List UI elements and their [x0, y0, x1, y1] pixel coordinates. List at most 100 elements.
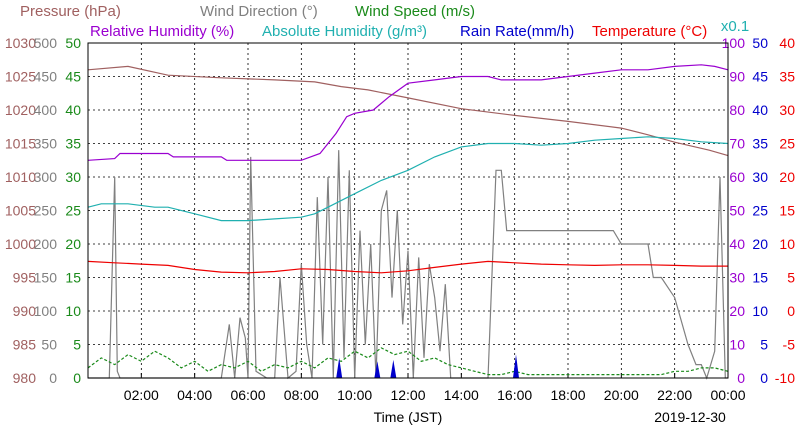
wind_speed-tick-label: 35: [65, 136, 81, 152]
pressure-tick-label: 1015: [5, 136, 36, 152]
left-axes: 9809859909951000100510101015102010251030…: [5, 35, 81, 386]
humidity-tick-label: 60: [729, 169, 745, 185]
wind_dir-tick-label: 150: [34, 270, 58, 286]
rain-tick-label: 35: [752, 136, 768, 152]
rain-bar: [336, 357, 343, 378]
humidity-tick-label: 80: [729, 102, 745, 118]
wind_dir-tick-label: 450: [34, 69, 58, 85]
legend: Pressure (hPa) Wind Direction (°) Wind Spe…: [20, 3, 749, 40]
humidity-tick-label: 30: [729, 270, 745, 286]
x-tick-label: 18:00: [550, 387, 585, 403]
wind_speed-tick-label: 15: [65, 270, 81, 286]
rain-tick-label: 10: [752, 303, 768, 319]
pressure-tick-label: 1005: [5, 203, 36, 219]
pressure-tick-label: 1010: [5, 169, 36, 185]
rain-bar: [513, 354, 519, 378]
rain-tick-label: 25: [752, 203, 768, 219]
pressure-tick-label: 1030: [5, 35, 36, 51]
wind_speed-tick-label: 5: [73, 337, 81, 353]
wind_speed-tick-label: 0: [73, 370, 81, 386]
wind_dir-tick-label: 500: [34, 35, 58, 51]
wind_dir-tick-label: 300: [34, 169, 58, 185]
wind_dir-tick-label: 0: [49, 370, 57, 386]
legend-row-bottom: Relative Humidity (%) Absolute Humidity (…: [90, 23, 707, 40]
series-layer: [87, 64, 729, 380]
wind_dir-tick-label: 250: [34, 203, 58, 219]
legend-item: Absolute Humidity (g/m³): [262, 23, 427, 40]
rain-tick-label: 15: [752, 270, 768, 286]
temperature-tick-label: 25: [779, 136, 795, 152]
pressure-tick-label: 990: [13, 303, 37, 319]
temperature-tick-label: 20: [779, 169, 795, 185]
humidity-tick-label: 0: [737, 370, 745, 386]
legend-item: Temperature (°C): [592, 23, 707, 40]
humidity-tick-label: 90: [729, 69, 745, 85]
wind_speed-tick-label: 30: [65, 169, 81, 185]
x-tick-label: 20:00: [604, 387, 639, 403]
plot-frame: [87, 42, 729, 379]
temperature-tick-label: 35: [779, 69, 795, 85]
temperature-tick-label: 5: [787, 270, 795, 286]
pressure-tick-label: 1000: [5, 236, 36, 252]
legend-item: Rain Rate(mm/h): [460, 23, 574, 40]
rain-tick-label: 40: [752, 102, 768, 118]
wind_dir-tick-label: 50: [41, 337, 57, 353]
x-tick-label: 22:00: [657, 387, 692, 403]
wind_dir-tick-label: 350: [34, 136, 58, 152]
temperature-tick-label: 10: [779, 236, 795, 252]
wind_speed-tick-label: 45: [65, 69, 81, 85]
rain-tick-label: 20: [752, 236, 768, 252]
rain-tick-label: 0: [760, 370, 768, 386]
wind_speed-tick-label: 10: [65, 303, 81, 319]
temperature-tick-label: -10: [775, 370, 795, 386]
x-tick-label: 06:00: [230, 387, 265, 403]
series-line: [87, 136, 729, 222]
x-tick-label: 12:00: [390, 387, 425, 403]
chart-date: 2019-12-30: [654, 409, 726, 425]
series-line: [87, 260, 728, 274]
temperature-tick-label: 40: [779, 35, 795, 51]
pressure-tick-label: 980: [13, 370, 37, 386]
wind_dir-tick-label: 400: [34, 102, 58, 118]
rain-tick-label: 45: [752, 69, 768, 85]
rain-tick-label: 30: [752, 169, 768, 185]
x-tick-label: 02:00: [124, 387, 159, 403]
legend-item: Wind Speed (m/s): [355, 3, 475, 20]
temperature-tick-label: 0: [787, 303, 795, 319]
legend-item: Pressure (hPa): [20, 3, 121, 20]
series-line: [87, 64, 729, 161]
wind_speed-tick-label: 40: [65, 102, 81, 118]
x-tick-label: 14:00: [444, 387, 479, 403]
legend-row-top: Pressure (hPa) Wind Direction (°) Wind Spe…: [20, 3, 475, 20]
grid: [88, 43, 728, 378]
temperature-tick-label: -5: [783, 337, 796, 353]
series-line: [87, 347, 729, 376]
wind_speed-tick-label: 20: [65, 236, 81, 252]
pressure-tick-label: 1020: [5, 102, 36, 118]
x-axis-label: Time (JST): [374, 409, 443, 425]
rain-bar: [374, 361, 381, 378]
x-tick-label: 08:00: [284, 387, 319, 403]
pressure-tick-label: 985: [13, 337, 37, 353]
humidity-tick-label: 50: [729, 203, 745, 219]
pressure-tick-label: 1025: [5, 69, 36, 85]
wind_dir-tick-label: 200: [34, 236, 58, 252]
x-tick-label: 04:00: [177, 387, 212, 403]
legend-item: Wind Direction (°): [200, 3, 318, 20]
rain-tick-label: 50: [752, 35, 768, 51]
wind_speed-tick-label: 50: [65, 35, 81, 51]
legend-item: Relative Humidity (%): [90, 23, 234, 40]
x-tick-label: 16:00: [497, 387, 532, 403]
temperature-tick-label: 15: [779, 203, 795, 219]
wind_dir-tick-label: 100: [34, 303, 58, 319]
humidity-tick-label: 20: [729, 303, 745, 319]
humidity-tick-label: 40: [729, 236, 745, 252]
rain-tick-label: 5: [760, 337, 768, 353]
x-tick-label: 00:00: [710, 387, 745, 403]
scale-note: x0.1: [721, 18, 749, 35]
rain-bar: [390, 359, 397, 378]
x-axis-ticks: 02:00 04:00 06:00 08:00 10:00 12:00 14:00 16:00…: [124, 373, 746, 403]
series-line: [88, 150, 728, 380]
temperature-tick-label: 30: [779, 102, 795, 118]
